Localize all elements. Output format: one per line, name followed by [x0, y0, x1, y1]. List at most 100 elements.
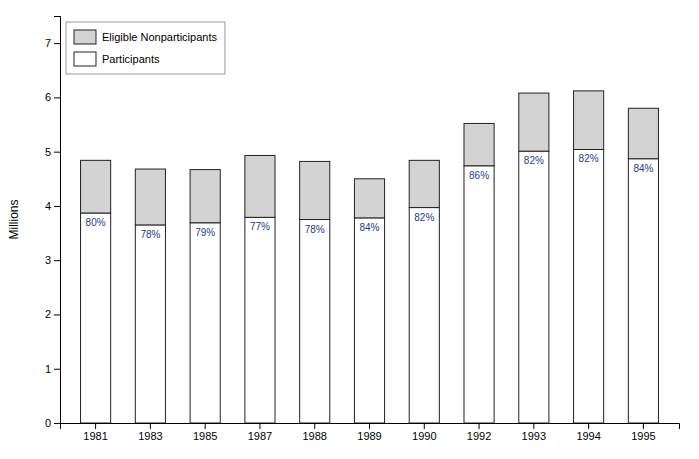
- tick: 4: [45, 200, 60, 212]
- tick: 1983: [138, 423, 162, 442]
- tick: 1993: [522, 423, 546, 442]
- tick-label: 0: [45, 417, 51, 429]
- tick-mark: [54, 43, 60, 44]
- tick-label: 1983: [138, 430, 162, 442]
- tick-mark: [369, 423, 370, 429]
- tick: 2: [45, 308, 60, 320]
- x-axis: 1981 1983 1985 1987 1988 1989 1990 1992 1993 1994…: [61, 423, 680, 442]
- tick-label: 1985: [193, 430, 217, 442]
- tick: 1: [45, 363, 60, 375]
- tick: 1985: [193, 423, 217, 442]
- legend-label: Participants: [102, 53, 160, 65]
- annotation: 82%: [524, 155, 544, 166]
- tick-mark: [54, 97, 60, 98]
- bar: [464, 166, 494, 423]
- tick: 1989: [357, 423, 381, 442]
- tick-label: 1995: [631, 430, 655, 442]
- legend: Eligible Nonparticipants Participants: [66, 22, 225, 74]
- legend-item: Participants: [74, 52, 160, 66]
- chart: 0 1 2 3 4 5 6 7 1981 1983 1985 1987 1988 1989 1990 1992…: [0, 0, 699, 459]
- tick-mark: [54, 314, 60, 315]
- bar: [628, 108, 658, 158]
- bar: [574, 91, 604, 150]
- tick-label: 1989: [357, 430, 381, 442]
- tick-mark: [54, 152, 60, 153]
- bar: [81, 160, 111, 213]
- axis-line: [54, 17, 61, 424]
- tick: 1988: [302, 423, 326, 442]
- tick-label: 5: [45, 146, 51, 158]
- tick-label: 1987: [248, 430, 272, 442]
- tick-mark: [205, 423, 206, 429]
- tick: 0: [45, 417, 60, 429]
- tick-label: 3: [45, 254, 51, 266]
- bar: [81, 213, 111, 423]
- bar: [245, 155, 275, 217]
- tick-label: 7: [45, 37, 51, 49]
- tick: 7: [45, 37, 60, 49]
- bar: [519, 151, 549, 423]
- bar: [464, 123, 494, 165]
- annotation: 86%: [469, 170, 489, 181]
- tick-mark: [54, 369, 60, 370]
- tick-label: 2: [45, 308, 51, 320]
- legend-label: Eligible Nonparticipants: [102, 31, 217, 43]
- bar: [519, 93, 549, 151]
- annotation: 78%: [140, 229, 160, 240]
- bar: [574, 149, 604, 423]
- legend-swatch: [74, 52, 96, 66]
- bar: [190, 170, 220, 223]
- tick-mark: [54, 206, 60, 207]
- bar: [245, 217, 275, 423]
- bar: [354, 179, 384, 218]
- tick: 1994: [576, 423, 600, 442]
- bar: [300, 220, 330, 424]
- tick-label: 1: [45, 363, 51, 375]
- tick-mark: [588, 423, 589, 429]
- legend-swatch: [74, 30, 96, 44]
- legend-frame: [66, 22, 225, 74]
- tick-label: 1988: [302, 430, 326, 442]
- y-axis-title: Millions: [7, 199, 21, 239]
- bar: [409, 208, 439, 423]
- legend-item: Eligible Nonparticipants: [74, 30, 217, 44]
- annotation: 84%: [359, 222, 379, 233]
- tick: 1995: [631, 423, 655, 442]
- tick-label: 1992: [467, 430, 491, 442]
- bar: [190, 223, 220, 423]
- annotation: 82%: [414, 212, 434, 223]
- tick-mark: [54, 260, 60, 261]
- tick: 1981: [83, 423, 107, 442]
- bar: [409, 160, 439, 207]
- annotation: 79%: [195, 227, 215, 238]
- tick: 1990: [412, 423, 436, 442]
- tick-mark: [533, 423, 534, 429]
- tick-label: 1993: [522, 430, 546, 442]
- tick-mark: [54, 423, 60, 424]
- tick-mark: [150, 423, 151, 429]
- tick-mark: [314, 423, 315, 429]
- tick-label: 4: [45, 200, 51, 212]
- tick-label: 1990: [412, 430, 436, 442]
- tick-label: 1981: [83, 430, 107, 442]
- tick: 1992: [467, 423, 491, 442]
- bar: [135, 169, 165, 225]
- bar: [354, 218, 384, 423]
- axis-line: [61, 424, 680, 430]
- bar: [300, 161, 330, 219]
- bar-series: [81, 91, 659, 225]
- annotation: 77%: [250, 221, 270, 232]
- y-axis: 0 1 2 3 4 5 6 7: [45, 17, 61, 430]
- bar: [628, 159, 658, 423]
- tick-label: 1994: [576, 430, 600, 442]
- tick-mark: [95, 423, 96, 429]
- bars: [81, 91, 659, 423]
- tick-mark: [643, 423, 644, 429]
- bar-series: [81, 149, 659, 423]
- tick: 6: [45, 91, 60, 103]
- annotation: 82%: [579, 153, 599, 164]
- tick-mark: [479, 423, 480, 429]
- annotation: 80%: [86, 217, 106, 228]
- plot: 0 1 2 3 4 5 6 7 1981 1983 1985 1987 1988 1989 1990 1992…: [7, 17, 680, 442]
- tick-mark: [259, 423, 260, 429]
